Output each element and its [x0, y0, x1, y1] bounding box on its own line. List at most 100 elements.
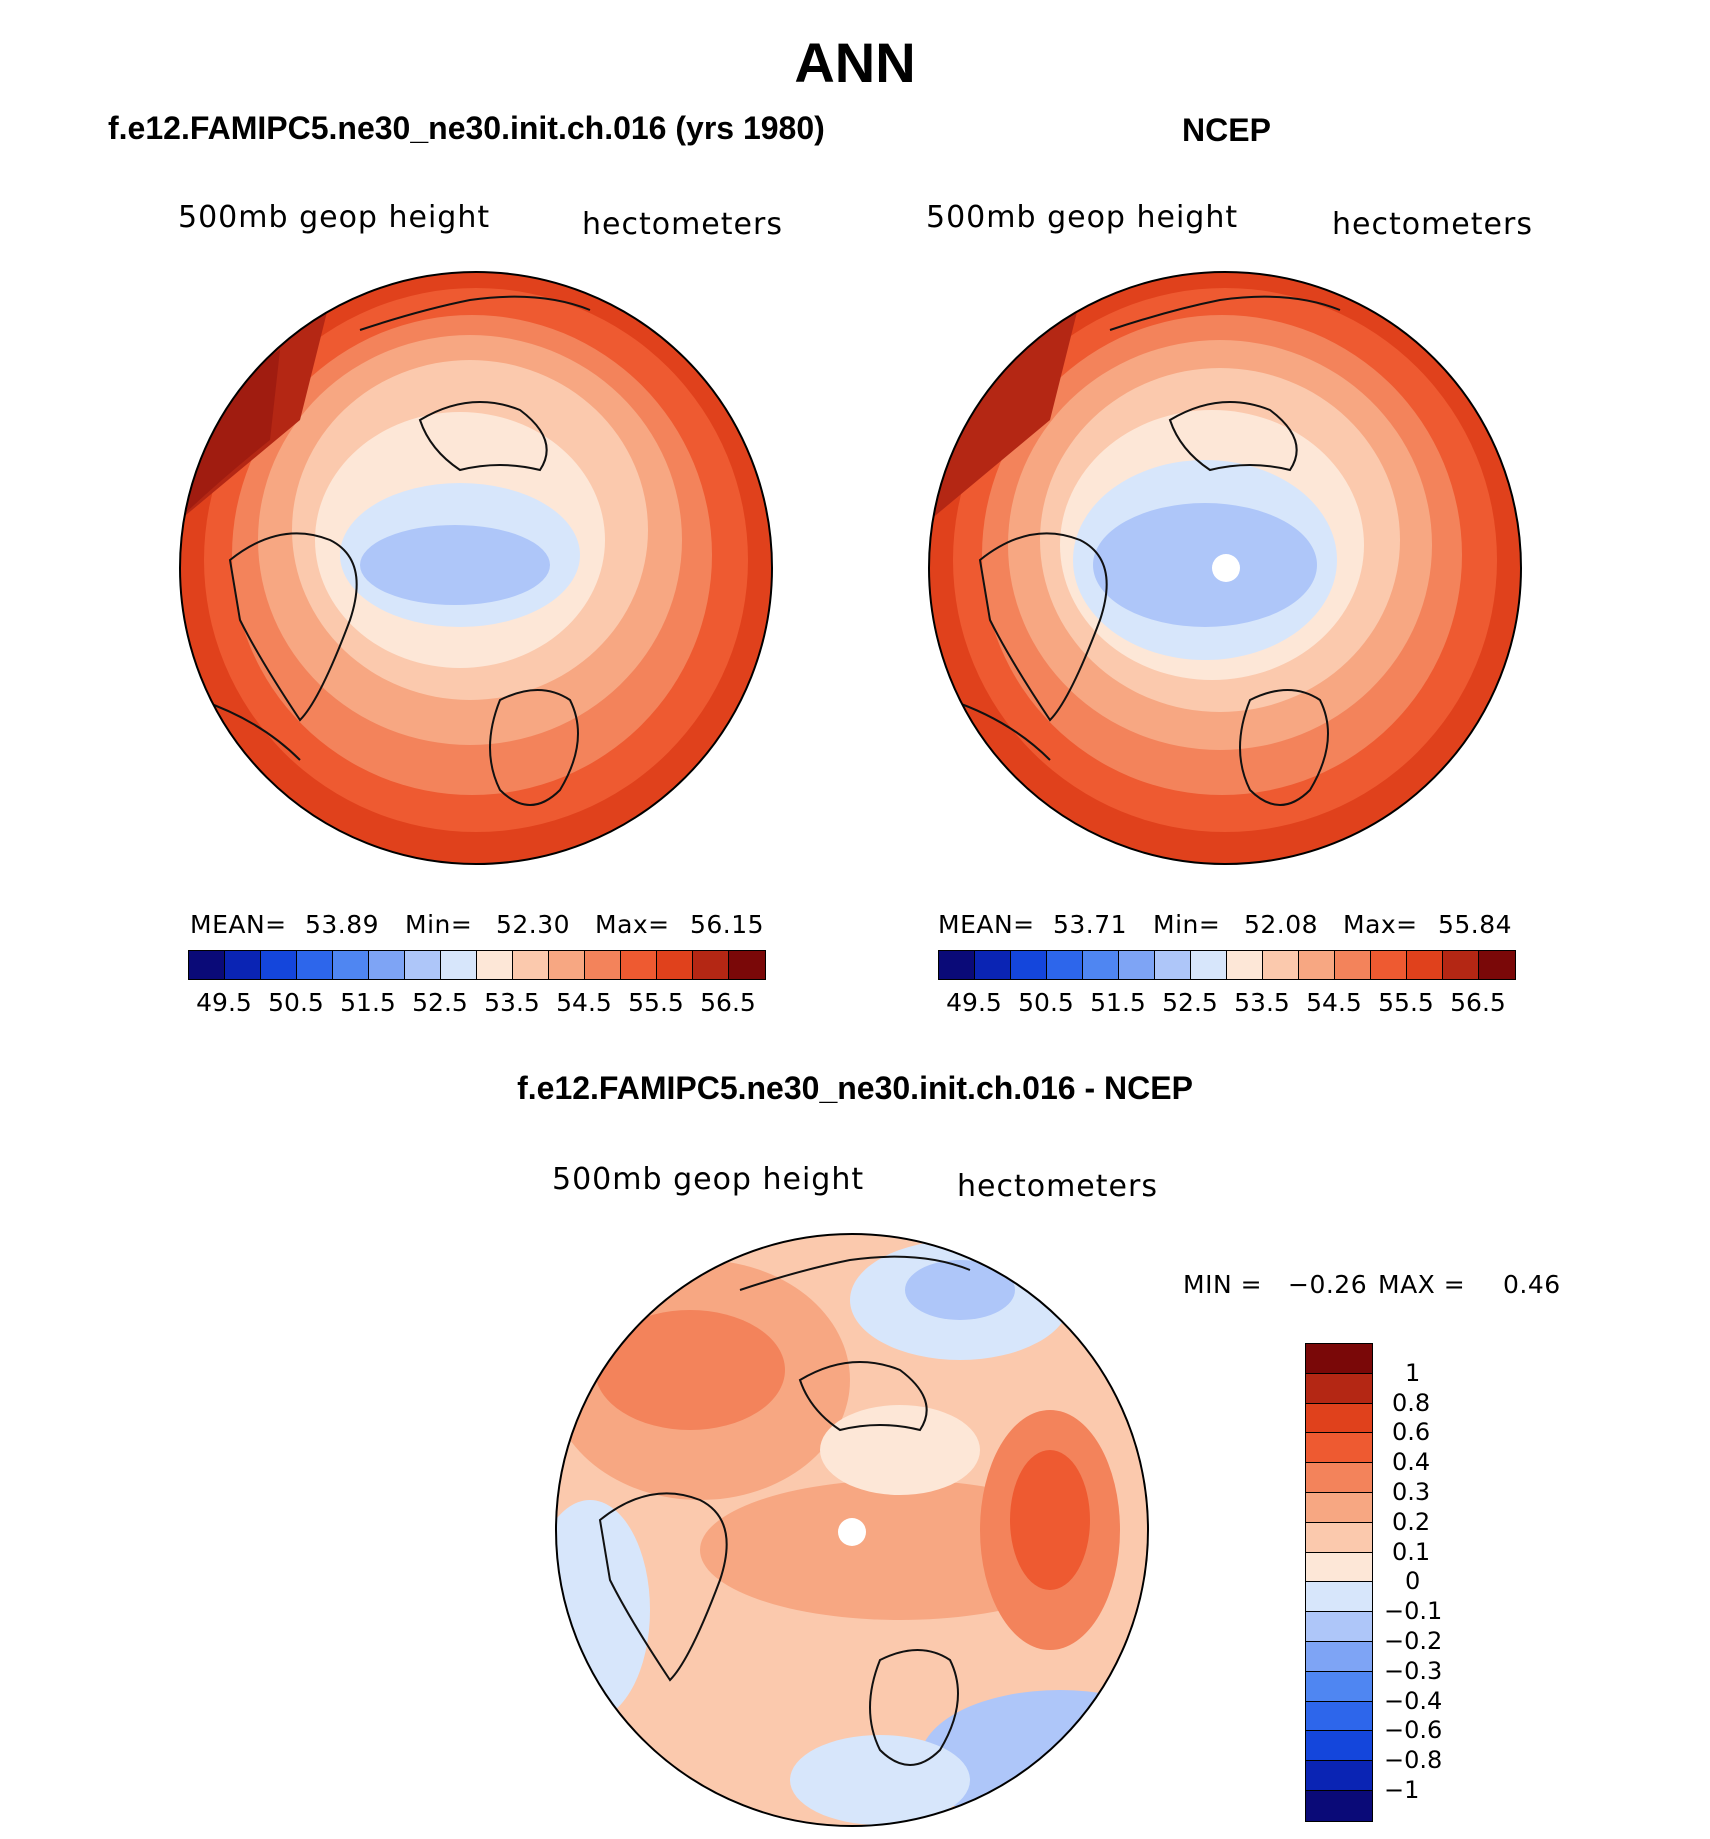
colorbar-tick-label: −0.1: [1384, 1597, 1443, 1626]
colorbar-cell: [1407, 951, 1443, 979]
colorbar-cell: [1443, 951, 1479, 979]
colorbar-cell: [189, 951, 225, 979]
colorbar-tick-label: −0.3: [1384, 1656, 1443, 1685]
colorbar-cell: [1306, 1761, 1372, 1791]
colorbar-tick-label: 53.5: [484, 988, 540, 1017]
diff-map-border: [555, 1233, 1149, 1827]
model-mean-label: MEAN=: [190, 910, 287, 939]
colorbar-cell: [585, 951, 621, 979]
colorbar-cell: [405, 951, 441, 979]
diff-min-value: −0.26: [1288, 1270, 1368, 1299]
colorbar-tick-label: 55.5: [1378, 988, 1434, 1017]
diff-map: [556, 1234, 1148, 1826]
colorbar-cell: [1306, 1522, 1372, 1553]
model-units-label: hectometers: [582, 207, 783, 242]
colorbar-tick-label: 1: [1405, 1358, 1421, 1387]
model-panel-title: f.e12.FAMIPC5.ne30_ne30.init.ch.016 (yrs…: [108, 110, 825, 146]
colorbar-tick-label: 0.8: [1392, 1388, 1431, 1417]
obs-panel-title: NCEP: [1182, 112, 1271, 148]
obs-mean-value: 53.71: [1053, 910, 1128, 939]
colorbar-cell: [1306, 1492, 1372, 1523]
colorbar-cell: [1371, 951, 1407, 979]
obs-min-value: 52.08: [1244, 910, 1319, 939]
colorbar-cell: [1119, 951, 1155, 979]
colorbar-tick-label: 52.5: [1162, 988, 1218, 1017]
colorbar-tick-label: 52.5: [412, 988, 468, 1017]
colorbar-tick-label: 0.4: [1392, 1448, 1431, 1477]
colorbar-cell: [513, 951, 549, 979]
diff-variable-label: 500mb geop height: [552, 1162, 865, 1197]
colorbar-cell: [1479, 951, 1515, 979]
colorbar-tick-label: −1: [1384, 1776, 1420, 1804]
colorbar-tick-label: 51.5: [340, 988, 396, 1017]
colorbar-tick-label: 53.5: [1234, 988, 1290, 1017]
model-map-border: [179, 271, 773, 865]
colorbar-cell: [1306, 1463, 1372, 1493]
colorbar-cell: [1227, 951, 1263, 979]
model-mean-value: 53.89: [305, 910, 380, 939]
colorbar-cell: [477, 951, 513, 979]
colorbar-tick-label: 54.5: [556, 988, 612, 1017]
colorbar-cell: [261, 951, 297, 979]
colorbar-cell: [225, 951, 261, 979]
colorbar-tick-label: 49.5: [946, 988, 1002, 1017]
colorbar-cell: [333, 951, 369, 979]
colorbar-tick-label: 49.5: [196, 988, 252, 1017]
colorbar-cell: [1306, 1582, 1372, 1613]
colorbar-cell: [1306, 1641, 1372, 1672]
colorbar-cell: [1306, 1403, 1372, 1434]
colorbar-tick-label: 55.5: [628, 988, 684, 1017]
colorbar-cell: [939, 951, 975, 979]
colorbar-cell: [549, 951, 585, 979]
colorbar-cell: [1306, 1344, 1372, 1374]
colorbar-tick-label: 56.5: [700, 988, 756, 1017]
colorbar-cell: [975, 951, 1011, 979]
colorbar-tick-label: 0.1: [1392, 1537, 1431, 1566]
obs-colorbar: [938, 950, 1516, 980]
colorbar-cell: [1263, 951, 1299, 979]
colorbar-cell: [369, 951, 405, 979]
colorbar-cell: [1306, 1790, 1372, 1821]
colorbar-tick-label: −0.4: [1384, 1686, 1443, 1715]
colorbar-cell: [657, 951, 693, 979]
obs-map: [929, 272, 1521, 864]
diff-max-label: MAX =: [1378, 1270, 1466, 1299]
model-max-value: 56.15: [690, 910, 765, 939]
obs-max-value: 55.84: [1438, 910, 1513, 939]
colorbar-cell: [1083, 951, 1119, 979]
colorbar-cell: [1335, 951, 1371, 979]
colorbar-tick-label: 0.2: [1392, 1507, 1431, 1536]
colorbar-tick-label: 50.5: [1018, 988, 1074, 1017]
colorbar-cell: [1306, 1671, 1372, 1702]
colorbar-cell: [1306, 1731, 1372, 1762]
obs-map-border: [928, 271, 1522, 865]
colorbar-cell: [1299, 951, 1335, 979]
model-max-label: Max=: [595, 910, 670, 939]
model-min-label: Min=: [405, 910, 473, 939]
model-variable-label: 500mb geop height: [178, 200, 491, 235]
colorbar-tick-label: 56.5: [1450, 988, 1506, 1017]
diff-max-value: 0.46: [1503, 1270, 1561, 1299]
colorbar-cell: [441, 951, 477, 979]
diff-panel-title: f.e12.FAMIPC5.ne30_ne30.init.ch.016 - NC…: [517, 1070, 1193, 1106]
colorbar-cell: [621, 951, 657, 979]
colorbar-cell: [1306, 1373, 1372, 1404]
colorbar-cell: [1306, 1701, 1372, 1732]
colorbar-cell: [1306, 1612, 1372, 1642]
obs-max-label: Max=: [1343, 910, 1418, 939]
colorbar-cell: [1155, 951, 1191, 979]
colorbar-cell: [1047, 951, 1083, 979]
colorbar-tick-label: −0.2: [1384, 1627, 1443, 1655]
colorbar-cell: [1191, 951, 1227, 979]
obs-min-label: Min=: [1153, 910, 1221, 939]
colorbar-tick-label: 0.6: [1392, 1418, 1431, 1447]
colorbar-tick-label: 50.5: [268, 988, 324, 1017]
diff-min-label: MIN =: [1183, 1270, 1263, 1299]
model-map: [180, 272, 772, 864]
model-min-value: 52.30: [496, 910, 571, 939]
colorbar-tick-label: 51.5: [1090, 988, 1146, 1017]
colorbar-tick-label: −0.8: [1384, 1746, 1443, 1775]
model-colorbar: [188, 950, 766, 980]
colorbar-tick-label: 0: [1405, 1567, 1421, 1596]
colorbar-cell: [1011, 951, 1047, 979]
